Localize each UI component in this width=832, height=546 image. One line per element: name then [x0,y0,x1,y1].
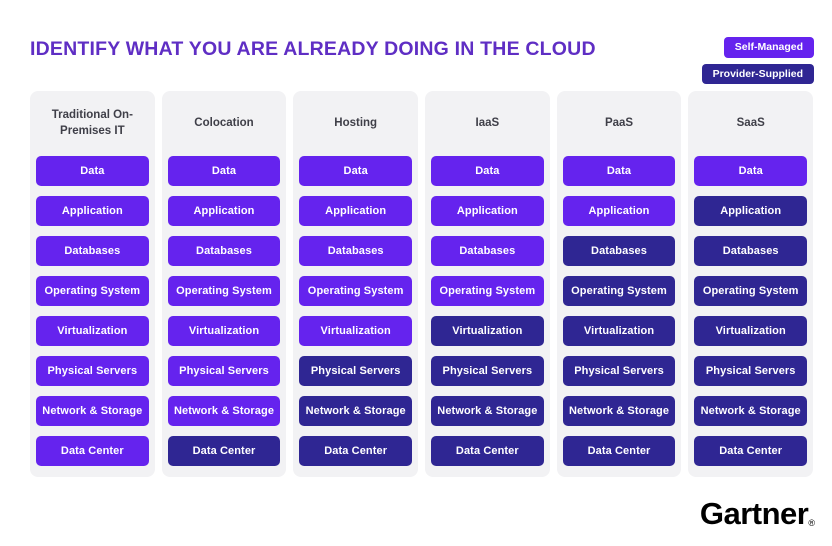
cell-application: Application [562,196,676,226]
column-header: Colocation [194,116,254,129]
cell-databases: Databases [167,236,281,266]
page-title: IDENTIFY WHAT YOU ARE ALREADY DOING IN T… [30,38,596,60]
gartner-logo: Gartner® [700,498,815,529]
cell-data: Data [694,156,808,186]
cell-application: Application [694,196,808,226]
column-traditional-on-premises-it: Traditional On-Premises IT Data Applicati… [30,91,155,477]
column-hosting: Hosting Data Application Databases Operatin… [293,91,419,477]
cell-application: Application [167,196,281,226]
cell-data: Data [299,156,413,186]
cell-physical-servers: Physical Servers [431,356,544,386]
column-iaas: IaaS Data Application Databases Operating S… [425,91,550,477]
cell-network-storage: Network & Storage [431,396,544,426]
column-cells: Data Application Databases Operating System… [299,156,413,466]
cell-network-storage: Network & Storage [694,396,808,426]
cell-data: Data [167,156,281,186]
legend-self-managed: Self-Managed [723,37,814,58]
cell-virtualization: Virtualization [431,316,544,346]
cell-virtualization: Virtualization [562,316,676,346]
column-paas: PaaS Data Application Databases Operating S… [556,91,682,477]
cell-physical-servers: Physical Servers [36,356,149,386]
cell-application: Application [431,196,544,226]
cell-operating-system: Operating System [167,276,281,306]
cell-data-center: Data Center [36,436,149,466]
column-header: Hosting [334,116,378,129]
column-cells: Data Application Databases Operating System… [167,156,281,466]
cell-network-storage: Network & Storage [167,396,281,426]
column-header: Traditional On-Premises IT [51,108,133,137]
cell-virtualization: Virtualization [36,316,149,346]
cell-operating-system: Operating System [562,276,676,306]
cell-data-center: Data Center [431,436,544,466]
cell-application: Application [299,196,413,226]
matrix-board: Traditional On-Premises IT Data Applicati… [30,91,814,477]
column-header: PaaS [604,116,634,129]
column-cells: Data Application Databases Operating System… [36,156,149,466]
cell-data: Data [431,156,544,186]
column-header: SaaS [736,116,765,129]
cell-databases: Databases [299,236,413,266]
legend-provider-supplied: Provider-Supplied [701,63,814,84]
cell-data-center: Data Center [299,436,413,466]
cell-physical-servers: Physical Servers [694,356,808,386]
cell-network-storage: Network & Storage [36,396,149,426]
column-colocation: Colocation Data Application Databases Opera… [161,91,287,477]
registered-mark: ® [808,518,815,528]
cell-databases: Databases [562,236,676,266]
cell-network-storage: Network & Storage [299,396,413,426]
column-cells: Data Application Databases Operating System… [431,156,544,466]
column-saas: SaaS Data Application Databases Operating S… [688,91,814,477]
cell-physical-servers: Physical Servers [167,356,281,386]
cell-data-center: Data Center [167,436,281,466]
cell-physical-servers: Physical Servers [299,356,413,386]
column-cells: Data Application Databases Operating System… [694,156,808,466]
cell-operating-system: Operating System [431,276,544,306]
legend: Self-Managed Provider-Supplied [701,37,814,84]
cell-virtualization: Virtualization [299,316,413,346]
cell-data-center: Data Center [562,436,676,466]
cell-virtualization: Virtualization [694,316,808,346]
cell-application: Application [36,196,149,226]
cell-physical-servers: Physical Servers [562,356,676,386]
cell-data: Data [562,156,676,186]
column-header: IaaS [475,116,500,129]
cell-data-center: Data Center [694,436,808,466]
gartner-logo-text: Gartner [699,496,809,531]
cell-operating-system: Operating System [299,276,413,306]
cell-operating-system: Operating System [694,276,808,306]
cell-operating-system: Operating System [36,276,149,306]
cell-databases: Databases [36,236,149,266]
cell-databases: Databases [431,236,544,266]
cell-network-storage: Network & Storage [562,396,676,426]
cell-data: Data [36,156,149,186]
cell-virtualization: Virtualization [167,316,281,346]
column-cells: Data Application Databases Operating System… [562,156,676,466]
cell-databases: Databases [694,236,808,266]
